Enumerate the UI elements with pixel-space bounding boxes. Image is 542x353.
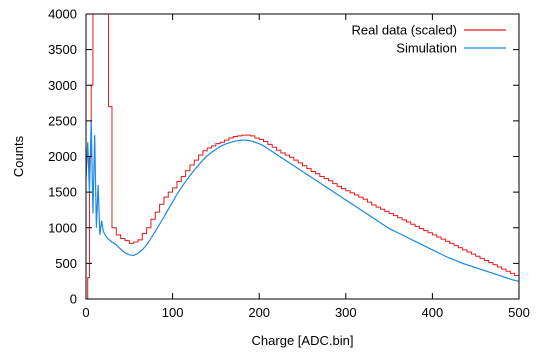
- legend: Real data (scaled) Simulation: [352, 23, 506, 56]
- x-tick-label: 200: [248, 305, 270, 320]
- axes-ticks: 0 100 200 300 400 500 0 500 1000 1500 2000 2500 3000…: [48, 7, 530, 321]
- y-tick-label: 2500: [48, 113, 77, 128]
- y-tick-label: 2000: [48, 149, 77, 164]
- x-tick-label: 0: [82, 305, 89, 320]
- y-tick-label: 3500: [48, 42, 77, 57]
- y-tick-label: 0: [70, 292, 77, 307]
- x-tick-label: 400: [422, 305, 444, 320]
- y-tick-label: 3000: [48, 78, 77, 93]
- legend-label: Real data (scaled): [352, 23, 458, 38]
- y-axis-label: Counts: [11, 135, 26, 177]
- y-tick-label: 1000: [48, 220, 77, 235]
- plot-area: [86, 14, 519, 299]
- x-tick-label: 300: [335, 305, 357, 320]
- y-tick-label: 4000: [48, 7, 77, 22]
- y-tick-label: 500: [55, 256, 77, 271]
- series-line-real-data: [86, 14, 519, 299]
- x-tick-label: 500: [508, 305, 530, 320]
- plot-frame: [85, 13, 520, 300]
- x-tick-label: 100: [162, 305, 184, 320]
- y-tick-label: 1500: [48, 185, 77, 200]
- legend-label: Simulation: [396, 41, 457, 56]
- x-axis-label: Charge [ADC.bin]: [252, 333, 354, 348]
- series-line-simulation: [86, 120, 519, 282]
